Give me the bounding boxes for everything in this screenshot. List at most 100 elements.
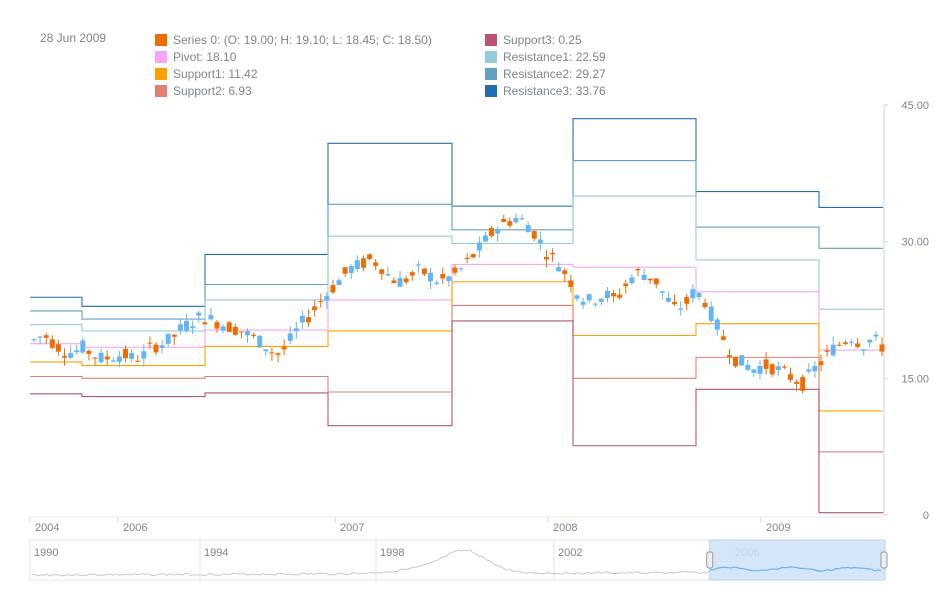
- candle-body: [421, 268, 427, 275]
- candle-body: [275, 353, 281, 355]
- legend-item-resistance1[interactable]: Resistance1: 22.59: [485, 48, 606, 65]
- candle-body: [714, 319, 720, 330]
- candle-body: [604, 290, 610, 299]
- legend-item-support3[interactable]: Support3: 0.25: [485, 31, 606, 48]
- candle-body: [543, 256, 549, 260]
- candle-body: [177, 324, 183, 331]
- x-axis: 2004 2006 2007 2008 2009: [29, 517, 790, 534]
- candle-body: [580, 301, 586, 305]
- legend-item-series0[interactable]: Series 0: (O: 19.00; H: 19.10; L: 18.45;…: [155, 31, 432, 48]
- candle-body: [31, 339, 37, 341]
- pivot-line-pivot: [30, 263, 883, 351]
- navigator-left-handle[interactable]: [706, 551, 714, 569]
- candle-body: [550, 252, 556, 255]
- y-tick-label: 15.00: [901, 373, 929, 385]
- candle-body: [507, 221, 513, 226]
- candle-body: [306, 317, 312, 323]
- candle-body: [678, 308, 684, 310]
- candle-body: [824, 350, 830, 352]
- x-tick-label: 2004: [35, 522, 59, 534]
- candle-body: [556, 267, 562, 272]
- candle-body: [745, 364, 751, 370]
- candle-body: [794, 381, 800, 384]
- candle-body: [208, 314, 214, 320]
- navigator-selection[interactable]: [709, 539, 886, 581]
- legend-item-pivot[interactable]: Pivot: 18.10: [155, 48, 432, 65]
- candle-body: [684, 297, 690, 304]
- legend-column-left: Series 0: (O: 19.00; H: 19.10; L: 18.45;…: [155, 31, 432, 99]
- candle-body: [629, 277, 635, 284]
- candle-body: [751, 369, 757, 373]
- candle-body: [428, 272, 434, 282]
- candle-body: [318, 300, 324, 302]
- candle-body: [598, 298, 604, 302]
- candle-body: [129, 352, 135, 359]
- candle-body: [781, 366, 787, 368]
- navigator[interactable]: 19901994199820022006: [29, 539, 888, 581]
- legend-swatch: [485, 67, 497, 80]
- candle-body: [409, 272, 415, 276]
- candle-body: [367, 254, 373, 259]
- candle-body: [37, 336, 43, 338]
- candle-body: [513, 218, 519, 223]
- legend-item-resistance3[interactable]: Resistance3: 33.76: [485, 82, 606, 99]
- candle-body: [269, 352, 275, 354]
- legend-item-resistance2[interactable]: Resistance2: 29.27: [485, 65, 606, 82]
- candle-body: [62, 355, 68, 358]
- candle-body: [293, 328, 299, 332]
- candle-body: [116, 356, 122, 362]
- y-tick-label: 0: [923, 510, 929, 522]
- candle-body: [611, 293, 617, 297]
- candle-body: [739, 355, 745, 366]
- candle-body: [855, 343, 861, 347]
- candle-body: [184, 320, 190, 331]
- candle-body: [452, 267, 458, 273]
- candle-body: [672, 301, 678, 305]
- candle-body: [86, 350, 92, 354]
- candle-body: [720, 336, 726, 340]
- candle-body: [165, 333, 171, 344]
- x-tick-label: 2009: [766, 522, 790, 534]
- pivot-lines: [30, 118, 883, 514]
- candle-body: [391, 280, 397, 284]
- candle-body: [123, 349, 129, 359]
- candle-body: [43, 335, 49, 338]
- candle-body: [397, 277, 403, 287]
- navigator-label: 2002: [558, 547, 582, 559]
- candle-body: [312, 306, 318, 311]
- legend-item-support1[interactable]: Support1: 11.42: [155, 65, 432, 82]
- candle-body: [568, 280, 574, 287]
- candle-body: [147, 342, 153, 344]
- candle-body: [281, 346, 287, 350]
- candle-body: [733, 356, 739, 367]
- candle-body: [537, 239, 543, 243]
- candle-body: [68, 353, 74, 358]
- y-axis: 0 15.00 30.00 45.00: [884, 100, 929, 522]
- candle-body: [446, 276, 452, 281]
- candle-body: [617, 294, 623, 298]
- candle-body: [836, 344, 842, 346]
- legend-swatch: [485, 50, 497, 63]
- candle-body: [415, 264, 421, 266]
- candle-body: [104, 356, 110, 360]
- navigator-label: 1998: [380, 547, 404, 559]
- candle-body: [263, 349, 269, 352]
- navigator-selected-line: [709, 566, 882, 572]
- candle-body: [159, 345, 165, 348]
- candle-body: [190, 326, 196, 329]
- candle-body: [110, 360, 116, 362]
- candles: [31, 213, 885, 394]
- legend-swatch: [485, 33, 497, 46]
- candle-body: [92, 357, 98, 359]
- candle-body: [458, 268, 464, 270]
- candle-body: [360, 258, 366, 268]
- legend-item-support2[interactable]: Support2: 6.93: [155, 82, 432, 99]
- candle-body: [574, 295, 580, 299]
- candle-body: [495, 229, 501, 234]
- candle-body: [482, 235, 488, 242]
- candle-body: [873, 334, 879, 337]
- candle-body: [373, 262, 379, 266]
- pivot-line-support3: [30, 320, 883, 514]
- navigator-right-handle[interactable]: [880, 551, 888, 569]
